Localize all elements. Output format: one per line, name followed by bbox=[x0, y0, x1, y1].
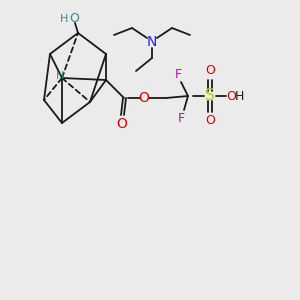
Text: O: O bbox=[117, 117, 128, 131]
Text: O: O bbox=[226, 89, 236, 103]
Text: O: O bbox=[205, 115, 215, 128]
Text: F: F bbox=[174, 68, 182, 80]
Text: N: N bbox=[147, 35, 157, 49]
Text: H: H bbox=[234, 89, 244, 103]
Text: S: S bbox=[205, 88, 215, 104]
Text: H: H bbox=[56, 71, 64, 81]
Text: H: H bbox=[60, 14, 68, 24]
Text: O: O bbox=[205, 64, 215, 77]
Text: F: F bbox=[177, 112, 184, 125]
Text: O: O bbox=[69, 13, 79, 26]
Text: O: O bbox=[139, 91, 149, 105]
